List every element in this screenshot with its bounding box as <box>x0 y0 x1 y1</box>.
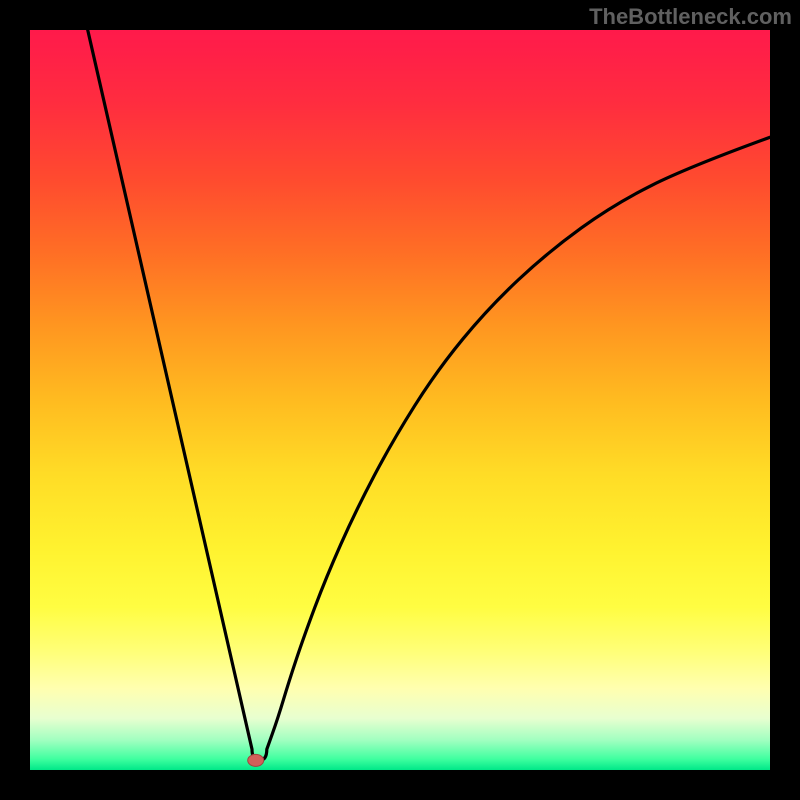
curve-layer <box>30 30 770 770</box>
watermark-text: TheBottleneck.com <box>589 4 792 30</box>
chart-container: TheBottleneck.com <box>0 0 800 800</box>
vertex-marker <box>248 754 264 766</box>
plot-area <box>30 30 770 770</box>
bottleneck-curve <box>88 30 770 760</box>
